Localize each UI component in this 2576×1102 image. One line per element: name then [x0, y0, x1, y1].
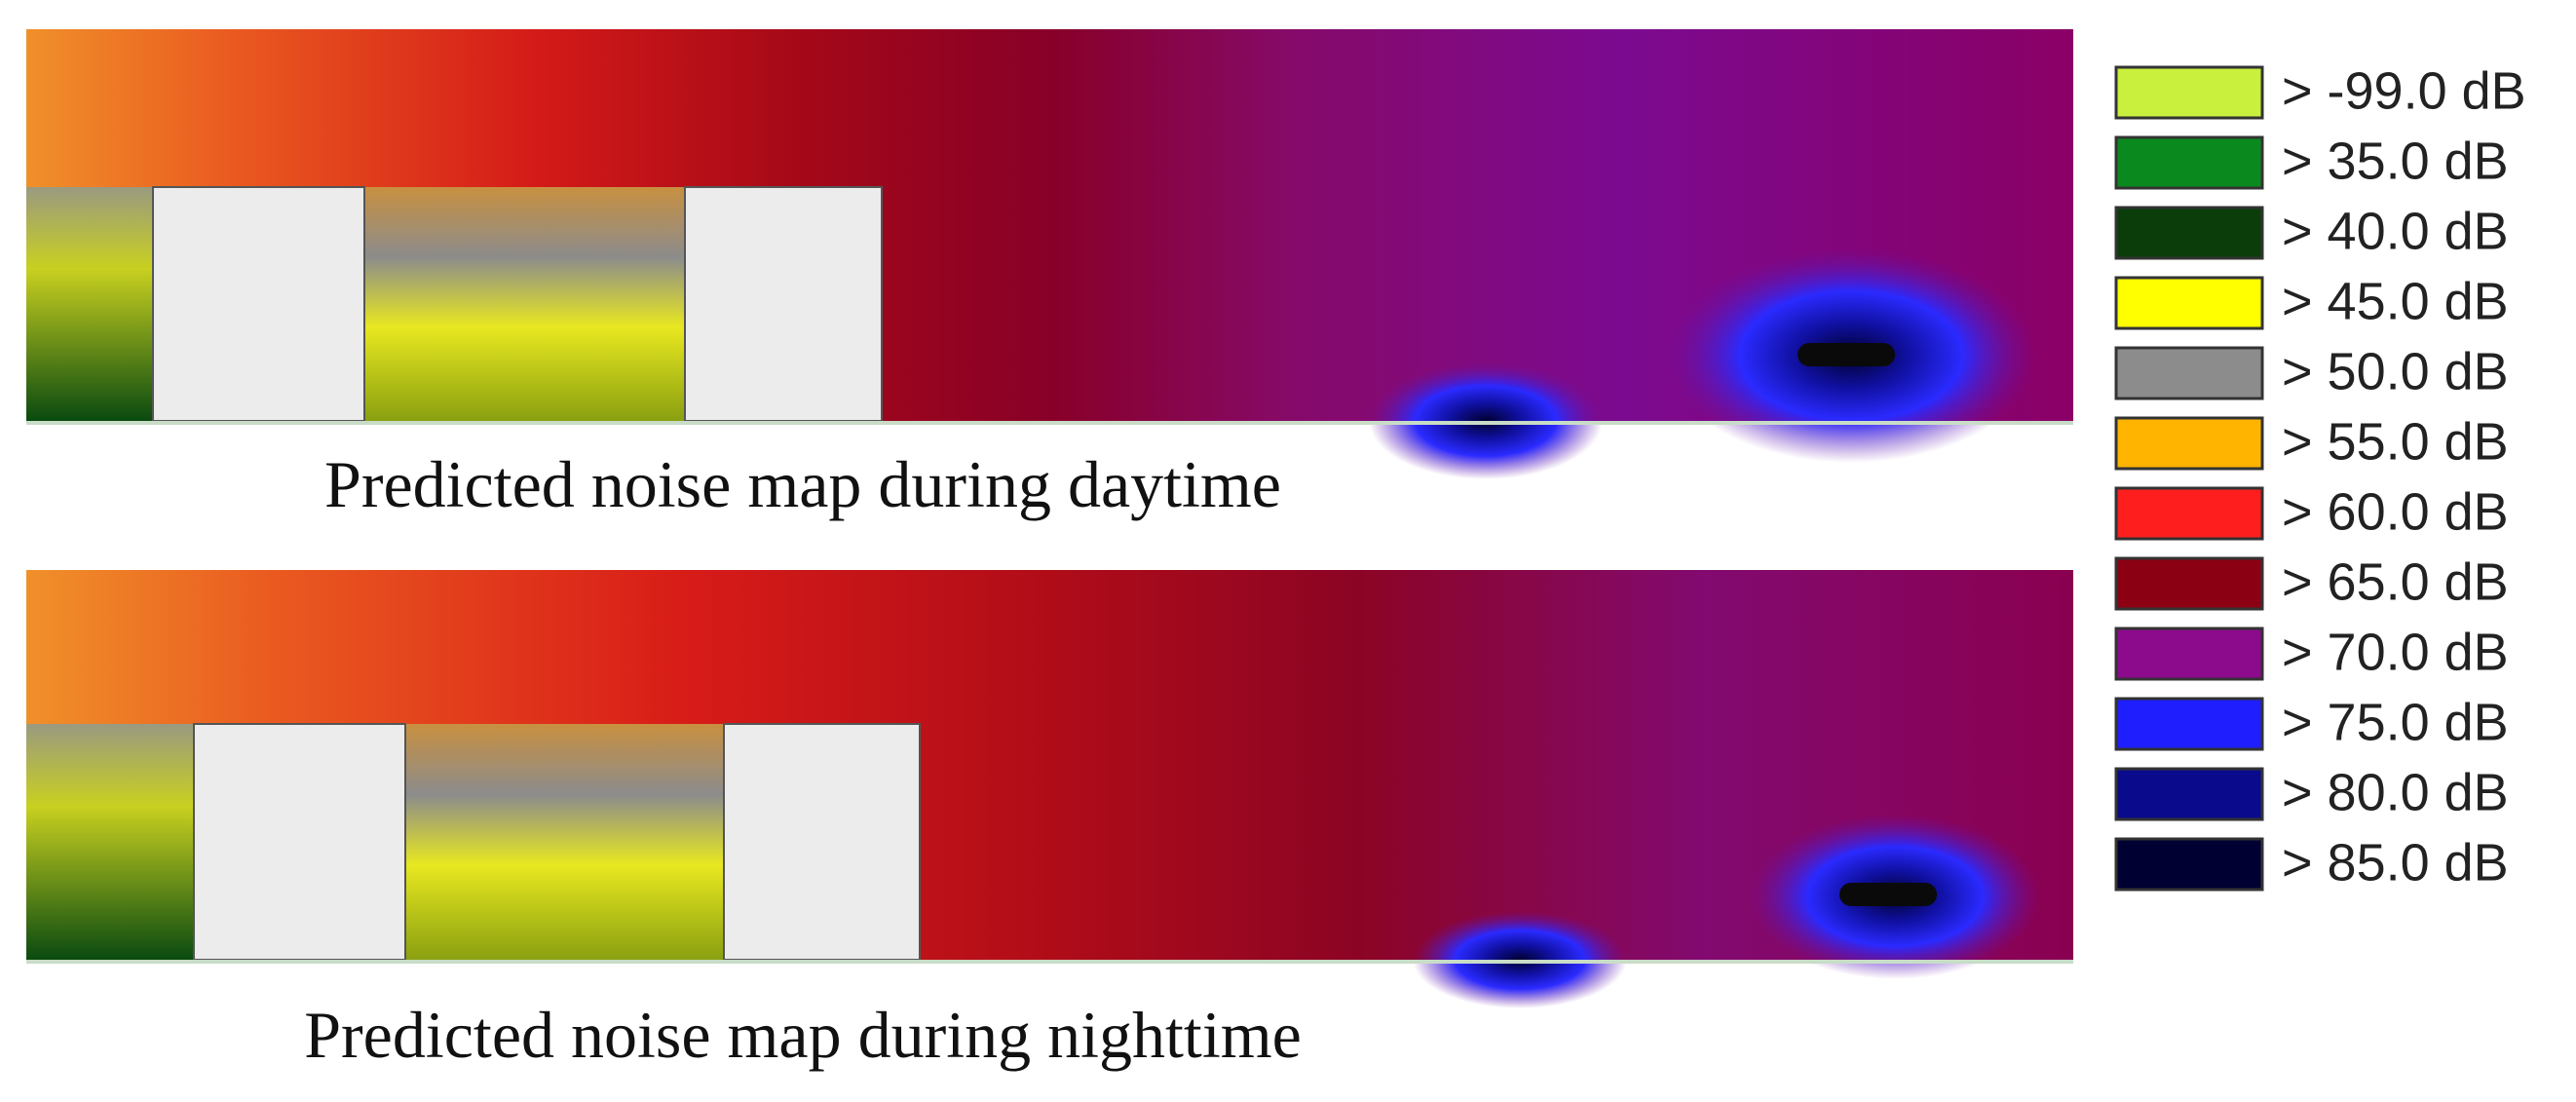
day-map [26, 29, 2073, 479]
legend-swatch [2114, 135, 2264, 190]
legend-swatch [2114, 65, 2264, 120]
legend-label: > 65.0 dB [2282, 552, 2509, 611]
legend-swatch [2114, 697, 2264, 751]
caption: Predicted noise map during nighttime [304, 998, 1302, 1072]
legend-swatch [2114, 837, 2264, 892]
caption: Predicted noise map during daytime [324, 447, 1281, 521]
legend-swatch [2114, 346, 2264, 400]
legend: > -99.0 dB > 35.0 dB > 40.0 dB > 45.0 dB > 5… [2114, 61, 2526, 892]
legend-swatch [2114, 556, 2264, 611]
legend-label: > 40.0 dB [2282, 202, 2509, 260]
legend-label: > 55.0 dB [2282, 412, 2509, 471]
legend-label: > 45.0 dB [2282, 272, 2509, 330]
legend-label: > 60.0 dB [2282, 482, 2509, 541]
legend-swatch [2114, 486, 2264, 541]
legend-label: > 75.0 dB [2282, 693, 2509, 751]
legend-swatch [2114, 627, 2264, 681]
legend-label: > 50.0 dB [2282, 342, 2509, 400]
legend-label: > 35.0 dB [2282, 132, 2509, 190]
legend-label: > 85.0 dB [2282, 833, 2509, 892]
legend-label: > 80.0 dB [2282, 763, 2509, 821]
legend-swatch [2114, 276, 2264, 330]
legend-swatch [2114, 767, 2264, 821]
legend-label: > 70.0 dB [2282, 623, 2509, 681]
legend-swatch [2114, 206, 2264, 260]
legend-label: > -99.0 dB [2282, 61, 2526, 120]
legend-swatch [2114, 416, 2264, 471]
night-map [26, 570, 2073, 1008]
